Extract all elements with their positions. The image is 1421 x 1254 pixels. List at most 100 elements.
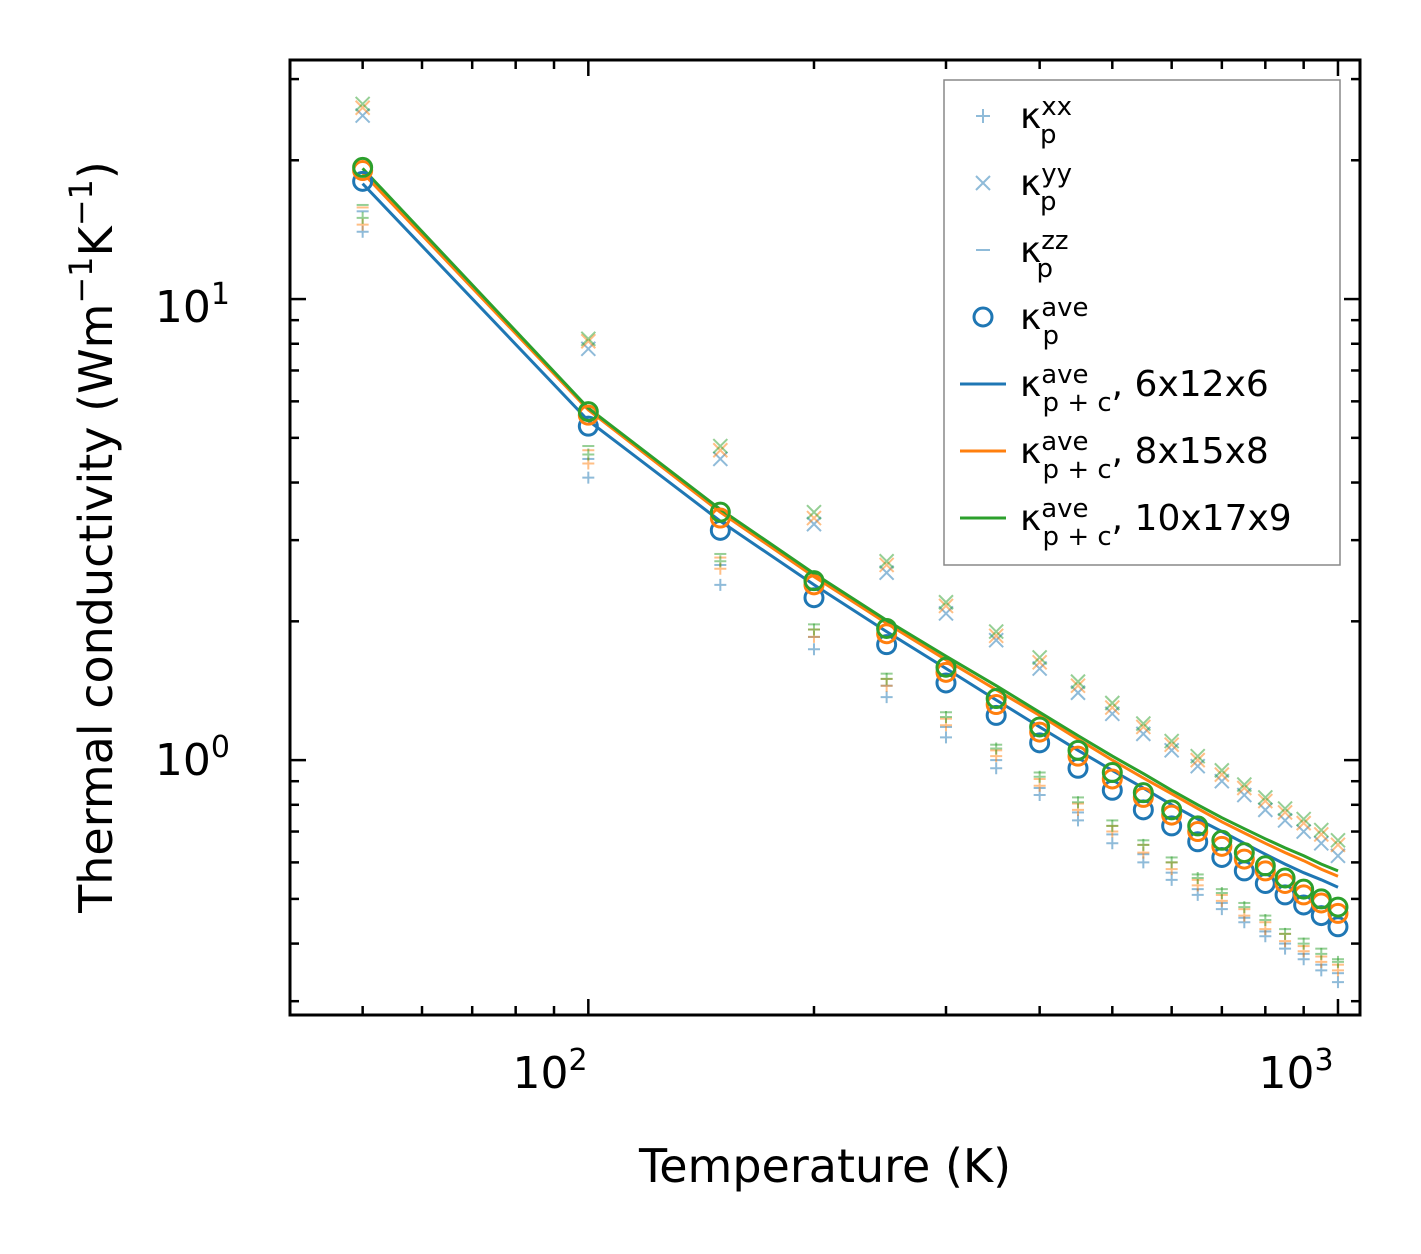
kave-marker-6x12x6-650 xyxy=(1187,831,1209,853)
kyy-marker-10x17x9-1000 xyxy=(1330,832,1346,849)
kyy-marker-6x12x6-500 xyxy=(1104,706,1121,722)
kxx-marker-6x12x6-300 xyxy=(939,731,952,744)
kyy-marker-10x17x9-400 xyxy=(1031,649,1048,666)
kave-marker-10x17x9-850 xyxy=(1274,867,1296,889)
x-tick-label-100: 102 xyxy=(512,1043,587,1099)
kave-marker-10x17x9-650 xyxy=(1187,815,1209,837)
kyy-marker-8x15x8-850 xyxy=(1277,804,1293,821)
kxx-marker-6x12x6-150 xyxy=(714,578,727,591)
kxx-marker-10x17x9-500 xyxy=(1106,819,1119,832)
legend-label-kyy: κyy p xyxy=(1020,159,1072,217)
legend: κxx p κyy p κzz p κave p κave p + c, 6x12x6 κ… xyxy=(943,79,1341,566)
kave-marker-10x17x9-600 xyxy=(1161,799,1183,821)
kpc-line-10x17x9 xyxy=(361,167,1339,873)
kyy-marker-10x17x9-950 xyxy=(1313,822,1329,838)
kyy-marker-8x15x8-350 xyxy=(988,628,1004,644)
kxx-marker-6x12x6-450 xyxy=(1072,814,1084,827)
x-tick-label-1000: 103 xyxy=(1258,1043,1333,1099)
kyy-marker-8x15x8-700 xyxy=(1214,766,1230,783)
kyy-marker-10x17x9-550 xyxy=(1135,715,1152,732)
kave-marker-6x12x6-50 xyxy=(352,170,374,192)
kyy-marker-10x17x9-50 xyxy=(354,96,371,112)
legend-symbol-kave xyxy=(972,306,994,328)
kyy-marker-8x15x8-500 xyxy=(1104,699,1121,716)
kyy-marker-10x17x9-850 xyxy=(1277,800,1293,817)
x-axis-title: Temperature (K) xyxy=(638,1139,1011,1193)
kyy-marker-10x17x9-200 xyxy=(806,504,822,520)
kyy-marker-10x17x9-900 xyxy=(1295,811,1312,827)
kyy-marker-6x12x6-700 xyxy=(1214,773,1230,789)
kyy-marker-10x17x9-150 xyxy=(712,438,729,454)
plot-frame xyxy=(288,58,1362,1017)
kave-marker-8x15x8-650 xyxy=(1187,821,1209,843)
kyy-marker-8x15x8-150 xyxy=(712,442,729,458)
kxx-marker-6x12x6-500 xyxy=(1106,837,1119,850)
kave-marker-10x17x9-250 xyxy=(876,617,898,639)
kxx-marker-10x17x9-950 xyxy=(1315,947,1328,960)
legend-box xyxy=(943,79,1341,566)
kxx-marker-6x12x6-200 xyxy=(807,643,820,656)
legend-label-kxx: κxx p xyxy=(1020,92,1072,150)
kyy-marker-6x12x6-400 xyxy=(1031,660,1048,677)
kyy-marker-8x15x8-300 xyxy=(938,598,954,614)
kave-marker-10x17x9-800 xyxy=(1254,855,1276,877)
kyy-marker-8x15x8-250 xyxy=(878,557,895,573)
kave-marker-6x12x6-250 xyxy=(876,634,898,656)
plot-marks xyxy=(352,96,1349,989)
kave-marker-6x12x6-400 xyxy=(1029,732,1051,754)
kyy-marker-6x12x6-250 xyxy=(878,564,895,581)
legend-symbol-kyy xyxy=(975,175,991,191)
kxx-marker-10x17x9-1000 xyxy=(1331,955,1344,968)
axis-ticks xyxy=(288,60,1360,1015)
legend-symbol-kxx xyxy=(976,109,990,123)
kxx-marker-6x12x6-250 xyxy=(880,691,893,704)
kave-marker-10x17x9-400 xyxy=(1029,716,1051,738)
kyy-marker-6x12x6-1000 xyxy=(1330,848,1346,864)
kyy-marker-6x12x6-50 xyxy=(354,107,371,124)
kave-marker-10x17x9-100 xyxy=(577,401,599,423)
kyy-marker-8x15x8-950 xyxy=(1313,826,1329,843)
kave-marker-10x17x9-150 xyxy=(709,501,731,523)
legend-label-kpc-8x15x8: κave p + c, 8x15x8 xyxy=(1020,427,1269,485)
kxx-marker-10x17x9-250 xyxy=(880,672,893,685)
kave-marker-10x17x9-200 xyxy=(803,570,825,592)
legend-symbols xyxy=(960,109,1006,520)
kyy-marker-10x17x9-650 xyxy=(1190,748,1206,764)
legend-label-kzz: κzz p xyxy=(1020,226,1069,284)
kyy-marker-6x12x6-300 xyxy=(938,605,954,622)
kxx-marker-6x12x6-600 xyxy=(1165,873,1178,886)
kave-marker-10x17x9-500 xyxy=(1101,762,1123,784)
kave-marker-10x17x9-950 xyxy=(1310,888,1332,910)
kave-marker-10x17x9-550 xyxy=(1132,782,1154,804)
kave-marker-8x15x8-500 xyxy=(1101,768,1123,790)
kxx-marker-10x17x9-150 xyxy=(714,555,727,568)
kyy-marker-8x15x8-550 xyxy=(1135,719,1152,735)
kyy-marker-8x15x8-200 xyxy=(806,510,822,526)
y-tick-label-10: 101 xyxy=(155,277,230,333)
kyy-marker-10x17x9-450 xyxy=(1070,673,1086,690)
kxx-marker-10x17x9-50 xyxy=(356,211,369,224)
kpc-line-6x12x6 xyxy=(361,182,1339,889)
legend-label-kpc-6x12x6: κave p + c, 6x12x6 xyxy=(1020,360,1269,418)
kave-marker-8x15x8-750 xyxy=(1233,848,1255,870)
kyy-marker-8x15x8-400 xyxy=(1031,654,1048,670)
legend-label-kave: κave p xyxy=(1020,293,1089,351)
kxx-marker-6x12x6-100 xyxy=(582,471,595,484)
y-axis-title: Thermal conductivity (Wm−1K−1) xyxy=(62,161,123,914)
kyy-marker-8x15x8-50 xyxy=(354,100,371,116)
kyy-marker-8x15x8-100 xyxy=(580,333,597,349)
kyy-marker-8x15x8-900 xyxy=(1295,815,1312,831)
kyy-marker-10x17x9-350 xyxy=(988,623,1004,640)
kave-marker-8x15x8-700 xyxy=(1211,835,1233,857)
kyy-marker-8x15x8-450 xyxy=(1070,678,1086,694)
kave-marker-10x17x9-1000 xyxy=(1327,896,1349,918)
legend-label-kpc-10x17x9: κave p + c, 10x17x9 xyxy=(1020,494,1292,552)
kyy-marker-10x17x9-600 xyxy=(1163,733,1180,749)
kyy-marker-10x17x9-700 xyxy=(1214,762,1230,779)
kave-marker-8x15x8-450 xyxy=(1067,745,1089,767)
kyy-marker-10x17x9-750 xyxy=(1236,776,1253,793)
kyy-marker-8x15x8-800 xyxy=(1257,793,1274,809)
y-tick-label-1: 100 xyxy=(155,730,230,786)
kyy-marker-8x15x8-750 xyxy=(1236,780,1253,796)
